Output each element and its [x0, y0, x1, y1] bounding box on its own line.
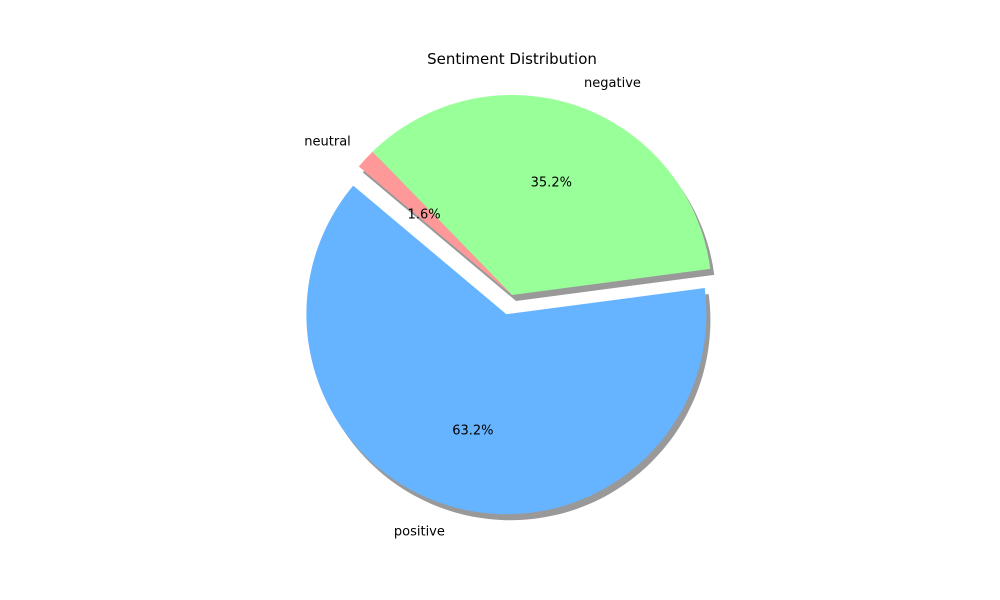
slice-pct-positive: 63.2% — [452, 423, 493, 438]
slice-pct-negative: 35.2% — [531, 176, 572, 191]
slice-label-positive: positive — [394, 524, 445, 539]
pie-slices — [306, 95, 711, 515]
slice-positive — [306, 185, 707, 515]
chart-title: Sentiment Distribution — [427, 50, 597, 68]
slice-negative — [372, 95, 711, 296]
slice-neutral — [358, 151, 512, 295]
slice-labels: positive 63.2% negative 35.2% neutral 1.6% — [304, 76, 641, 539]
slice-pct-neutral: 1.6% — [408, 207, 441, 222]
slice-label-negative: negative — [584, 76, 641, 91]
slice-label-neutral: neutral — [304, 134, 351, 149]
